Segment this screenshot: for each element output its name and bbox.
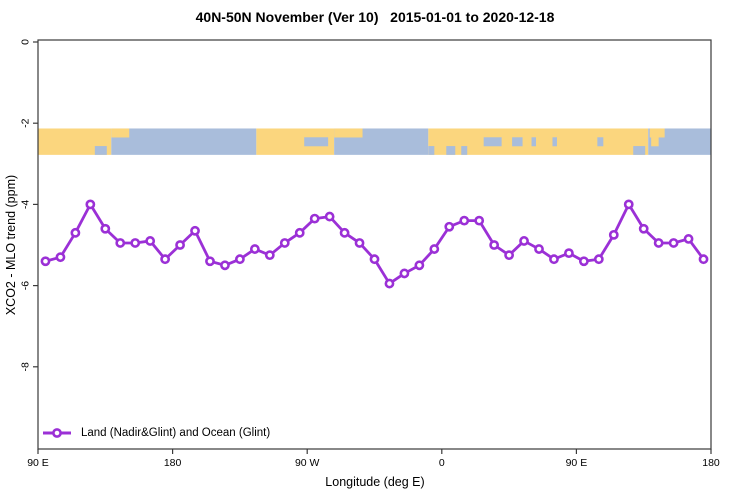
data-point bbox=[234, 254, 245, 265]
data-point bbox=[190, 225, 200, 236]
data-point bbox=[264, 250, 275, 261]
data-point bbox=[249, 244, 260, 254]
data-point bbox=[608, 229, 619, 240]
map-strip-patch bbox=[531, 137, 537, 147]
data-point bbox=[444, 221, 455, 232]
data-point bbox=[145, 236, 156, 246]
map-strip-ocean bbox=[111, 128, 257, 155]
legend: Land (Nadir&Glint) and Ocean (Glint) bbox=[42, 426, 270, 440]
map-strip-patch bbox=[334, 128, 363, 138]
map-strip-patch bbox=[651, 137, 659, 147]
data-point bbox=[534, 244, 544, 254]
x-tick-label: 180 bbox=[164, 457, 182, 469]
data-point bbox=[519, 236, 529, 246]
data-point bbox=[294, 227, 305, 238]
data-point bbox=[130, 238, 141, 248]
data-point bbox=[564, 248, 574, 259]
map-strip-patch bbox=[428, 146, 435, 155]
data-point bbox=[384, 278, 395, 289]
data-point bbox=[668, 238, 679, 248]
legend-label: Land (Nadir&Glint) and Ocean (Glint) bbox=[81, 427, 271, 439]
data-point bbox=[489, 240, 500, 250]
map-strip-patch bbox=[111, 128, 130, 138]
data-series-line bbox=[44, 202, 705, 285]
map-strip-patch bbox=[446, 146, 456, 155]
y-tick-label: -2 bbox=[20, 118, 32, 127]
plot-border bbox=[37, 39, 712, 450]
map-strip-patch bbox=[597, 137, 604, 147]
data-point bbox=[504, 250, 514, 261]
map-strip-patch bbox=[94, 146, 107, 155]
y-tick-label: -8 bbox=[20, 362, 32, 371]
y-tick-label: -6 bbox=[20, 281, 32, 290]
data-point bbox=[683, 234, 694, 244]
map-strip-patch bbox=[304, 137, 329, 147]
y-tick-label: 0 bbox=[20, 39, 32, 45]
data-point bbox=[100, 223, 111, 234]
map-strip-patch bbox=[633, 146, 646, 155]
x-tick-label: 90 E bbox=[566, 457, 588, 469]
data-point bbox=[85, 199, 96, 210]
data-point bbox=[354, 238, 365, 248]
data-point bbox=[220, 260, 230, 271]
map-strip-patch bbox=[512, 137, 523, 147]
data-point bbox=[399, 268, 410, 279]
data-point bbox=[638, 223, 649, 234]
data-point bbox=[578, 256, 589, 267]
legend-line-marker-icon bbox=[43, 428, 71, 438]
y-axis-label: XCO2 - MLO trend (ppm) bbox=[4, 174, 18, 316]
data-point bbox=[70, 227, 81, 238]
data-point bbox=[115, 238, 126, 248]
map-strip-patch bbox=[649, 128, 665, 138]
x-tick-label: 180 bbox=[702, 457, 720, 469]
data-point bbox=[160, 254, 171, 265]
x-tick-label: 0 bbox=[439, 457, 445, 469]
data-point bbox=[55, 252, 66, 263]
data-point bbox=[205, 256, 215, 267]
map-strip-patch bbox=[483, 137, 502, 147]
data-point bbox=[309, 213, 320, 224]
data-point bbox=[414, 260, 425, 271]
map-strip-patch bbox=[552, 137, 557, 147]
y-tick-label: -4 bbox=[20, 200, 32, 209]
data-point bbox=[653, 238, 664, 248]
data-point bbox=[623, 199, 634, 210]
data-point bbox=[593, 254, 604, 265]
data-point bbox=[369, 254, 380, 265]
data-point bbox=[698, 254, 709, 265]
map-strip-patch bbox=[461, 146, 468, 155]
data-point bbox=[175, 240, 185, 250]
data-point bbox=[40, 256, 51, 267]
data-point bbox=[429, 244, 440, 254]
x-tick-label: 90 E bbox=[27, 457, 49, 469]
data-point bbox=[549, 254, 559, 265]
data-point bbox=[474, 215, 485, 226]
x-tick-label: 90 W bbox=[295, 457, 320, 469]
x-axis-label: Longitude (deg E) bbox=[325, 475, 425, 489]
data-point bbox=[339, 227, 350, 238]
chart-title: 40N-50N November (Ver 10) 2015-01-01 to … bbox=[195, 9, 555, 25]
data-point bbox=[324, 211, 335, 222]
data-point bbox=[459, 215, 470, 226]
data-point bbox=[279, 238, 290, 248]
